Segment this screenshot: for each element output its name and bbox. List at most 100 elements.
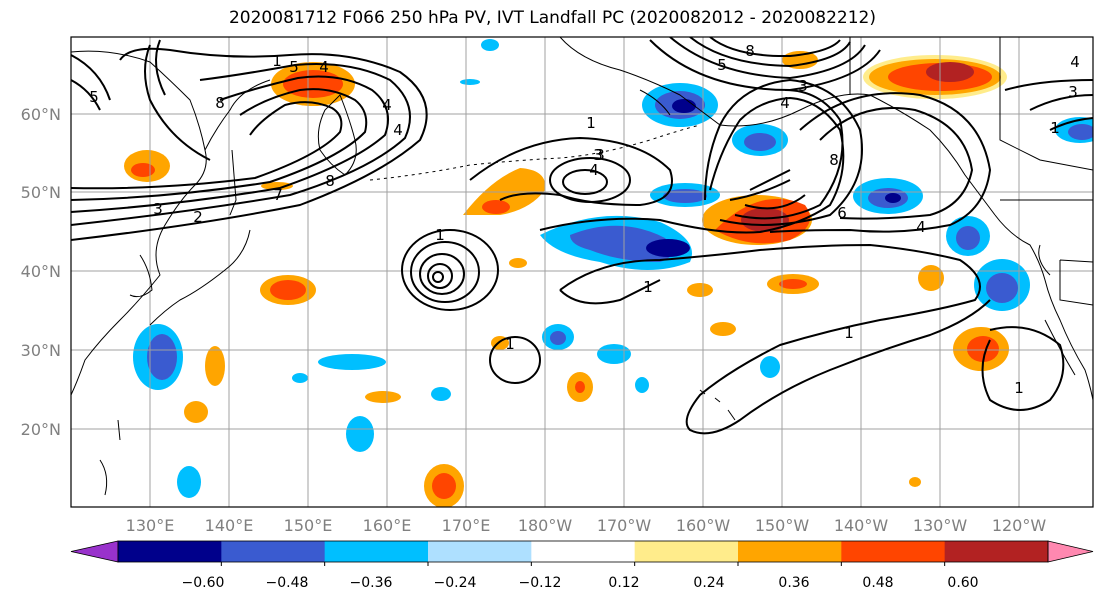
colorbar-arrow-high xyxy=(1047,540,1094,563)
contour-label: 1 xyxy=(505,335,515,353)
shading-blob xyxy=(460,79,480,85)
shading-blob xyxy=(885,193,901,203)
shading-blob xyxy=(431,387,451,401)
contour-labels: 5 5 4 8 4 1 3 4 8 7 2 3 1 3 4 1 1 1 1 8 … xyxy=(89,42,1080,397)
contour-label: 3 xyxy=(153,200,163,218)
lat-label: 40°N xyxy=(21,262,61,281)
contour-label: 1 xyxy=(435,226,445,244)
shading-blob xyxy=(205,346,225,386)
shading-blob xyxy=(509,258,527,268)
contour-label: 4 xyxy=(382,96,392,114)
shading-blob xyxy=(292,373,308,383)
pv-contours xyxy=(71,37,1093,435)
shaded-anomalies xyxy=(124,39,1093,507)
colorbar-segment xyxy=(738,541,842,562)
colorbar-tick-label: −0.48 xyxy=(266,575,309,591)
shading-blob xyxy=(482,200,510,214)
shading-blob xyxy=(131,163,155,177)
shading-blob xyxy=(710,322,736,336)
colorbar-tick-label: −0.36 xyxy=(350,575,393,591)
contour-label: 1 xyxy=(1014,379,1024,397)
shading-blob xyxy=(1068,124,1093,140)
contour-label: 1 xyxy=(844,324,854,342)
colorbar xyxy=(70,540,1094,566)
contour-label: 3 xyxy=(593,146,603,164)
lon-label: 180°W xyxy=(518,516,573,535)
shading-blob xyxy=(575,381,585,393)
lon-label: 140°W xyxy=(834,516,889,535)
contour-label: 7 xyxy=(273,186,283,204)
shading-blob xyxy=(481,39,499,51)
colorbar-tick-label: 0.24 xyxy=(693,575,724,591)
contour-label: 1 xyxy=(643,278,653,296)
colorbar-tick-label: 0.48 xyxy=(862,575,893,591)
shading-blob xyxy=(926,62,974,82)
lon-label: 140°E xyxy=(205,516,254,535)
shading-blob xyxy=(270,280,306,300)
lon-label: 170°W xyxy=(597,516,652,535)
colorbar-segment xyxy=(221,541,326,562)
contour-label: 4 xyxy=(1070,53,1080,71)
colorbar-frame xyxy=(117,540,1049,563)
shading-blob xyxy=(646,239,690,257)
shading-blob xyxy=(318,354,386,370)
contour-label: 4 xyxy=(393,121,403,139)
shading-blob xyxy=(597,344,631,364)
contour-label: 2 xyxy=(193,208,203,226)
contour-label: 8 xyxy=(829,151,839,169)
colorbar-segment xyxy=(118,541,222,562)
chart-title: 2020081712 F066 250 hPa PV, IVT Landfall… xyxy=(228,8,876,28)
colorbar-segment xyxy=(634,541,739,562)
colorbar-tick-labels: −0.60 −0.48 −0.36 −0.24 −0.12 0.12 0.24 … xyxy=(182,575,979,591)
contour-label: 1 xyxy=(272,52,282,70)
lon-label: 130°E xyxy=(126,516,175,535)
contour-label: 3 xyxy=(1068,83,1078,101)
shading-blob xyxy=(967,336,999,362)
colorbar-tick-label: −0.60 xyxy=(182,575,225,591)
lat-label: 60°N xyxy=(21,105,61,124)
shading-blob xyxy=(177,466,201,498)
shading-blob xyxy=(550,331,566,345)
shading-blob xyxy=(346,416,374,452)
contour-label: 1 xyxy=(1050,119,1060,137)
contour-label: 8 xyxy=(325,172,335,190)
contour-label: 1 xyxy=(586,114,596,132)
lat-label: 20°N xyxy=(21,420,61,439)
colorbar-arrow-low xyxy=(70,540,119,563)
lon-label: 150°W xyxy=(755,516,810,535)
lon-label: 170°E xyxy=(442,516,491,535)
contour-label: 5 xyxy=(289,58,299,76)
lat-label: 30°N xyxy=(21,341,61,360)
shading-blob xyxy=(365,391,401,403)
colorbar-segment xyxy=(428,541,532,562)
coastlines xyxy=(71,37,1093,496)
contour-label: 5 xyxy=(89,88,99,106)
map-frame xyxy=(70,36,1094,508)
shading-blob xyxy=(956,226,980,250)
shading-blob xyxy=(687,283,713,297)
shading-blob xyxy=(261,182,293,190)
lon-label: 120°W xyxy=(992,516,1047,535)
colorbar-tick-label: −0.12 xyxy=(519,575,562,591)
shading-blob xyxy=(432,473,456,499)
shading-blob xyxy=(570,225,673,262)
contour-label: 3 xyxy=(595,146,605,164)
shading-blob xyxy=(147,334,177,380)
latitude-labels: 60°N 50°N 40°N 30°N 20°N xyxy=(21,105,61,439)
contour-label: 8 xyxy=(745,42,755,60)
lon-label: 160°W xyxy=(676,516,731,535)
lon-label: 160°E xyxy=(363,516,412,535)
contour-label: 6 xyxy=(837,204,847,222)
contour-label: 3 xyxy=(798,77,808,95)
shading-blob xyxy=(635,377,649,393)
shading-blob xyxy=(779,279,807,289)
colorbar-segment xyxy=(324,541,429,562)
longitude-labels: 130°E 140°E 150°E 160°E 170°E 180°W 170°… xyxy=(126,516,1047,535)
lon-label: 130°W xyxy=(913,516,968,535)
shading-blob xyxy=(741,208,789,232)
contour-label: 8 xyxy=(215,94,225,112)
colorbar-segment xyxy=(944,541,1049,562)
lat-label: 50°N xyxy=(21,183,61,202)
shading-blob xyxy=(909,477,921,487)
